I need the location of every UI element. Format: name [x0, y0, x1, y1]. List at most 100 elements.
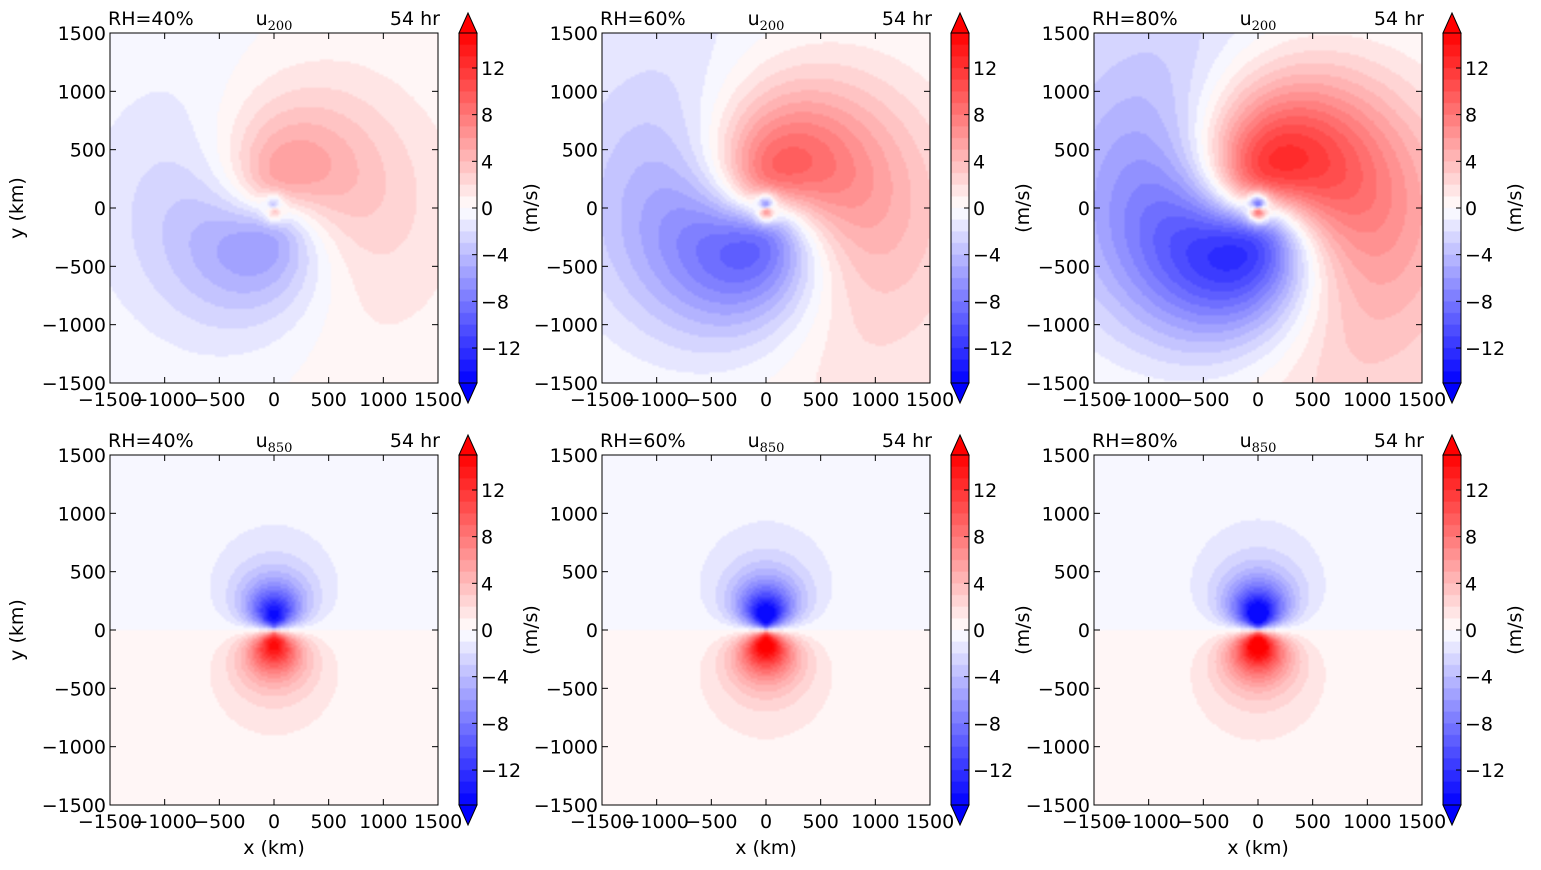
- x-tick-label-bottom-1: 0: [268, 811, 280, 833]
- y-tick-label-top-3: −1500: [1026, 373, 1090, 395]
- colorbar-top-1: [459, 33, 477, 383]
- time-label-top-3: 54 hr: [1374, 8, 1424, 30]
- y-tick-label-top-2: 0: [586, 198, 598, 220]
- y-tick-label-bottom-3: −500: [1038, 678, 1090, 700]
- colorbar-extend-max-bottom-3: [1442, 433, 1462, 456]
- colorbar-label-bottom-2: (m/s): [1012, 605, 1034, 655]
- y-tick-label-top-1: −1500: [42, 373, 106, 395]
- x-tick-label-top-1: 0: [268, 389, 280, 411]
- colorbar-tick-label-top-1: −12: [481, 338, 521, 360]
- y-tick-label-bottom-2: −500: [546, 678, 598, 700]
- colorbar-tick-label-top-2: −12: [973, 338, 1013, 360]
- x-tick-label-top-3: 1000: [1343, 389, 1391, 411]
- contour-field-bottom-1: [110, 455, 438, 805]
- colorbar-extend-max-top-1: [458, 11, 478, 34]
- x-tick-label-top-1: −1000: [133, 389, 197, 411]
- colorbar-extend-max-top-2: [950, 11, 970, 34]
- colorbar-tick-label-top-3: 0: [1465, 198, 1477, 220]
- x-tick-label-bottom-3: 0: [1252, 811, 1264, 833]
- x-tick-label-top-1: −500: [193, 389, 245, 411]
- x-tick-label-bottom-1: −1500: [78, 811, 142, 833]
- colorbar-bottom-1: [459, 455, 477, 805]
- x-tick-label-bottom-2: −1500: [570, 811, 634, 833]
- x-tick-label-top-3: −500: [1177, 389, 1229, 411]
- colorbar-tick-label-bottom-1: −12: [481, 760, 521, 782]
- x-tick-label-top-2: 0: [760, 389, 772, 411]
- y-tick-label-top-1: −1000: [42, 315, 106, 337]
- rh-label-top-1: RH=40%: [108, 8, 194, 30]
- x-tick-label-bottom-2: 1000: [851, 811, 899, 833]
- y-tick-label-bottom-1: −500: [54, 678, 106, 700]
- y-tick-label-bottom-3: −1500: [1026, 795, 1090, 817]
- time-label-bottom-3: 54 hr: [1374, 430, 1424, 452]
- x-tick-label-top-1: −1500: [78, 389, 142, 411]
- x-tick-label-top-3: −1000: [1117, 389, 1181, 411]
- y-tick-label-top-2: −1500: [534, 373, 598, 395]
- y-tick-label-bottom-3: 500: [1054, 562, 1090, 584]
- y-tick-label-bottom-1: 1000: [58, 503, 106, 525]
- time-label-bottom-2: 54 hr: [882, 430, 932, 452]
- x-tick-label-bottom-1: 1500: [414, 811, 462, 833]
- rh-label-top-2: RH=60%: [600, 8, 686, 30]
- colorbar-tick-label-top-3: −4: [1465, 245, 1493, 267]
- colorbar-tick-label-top-1: 8: [481, 105, 493, 127]
- y-tick-label-bottom-1: −1000: [42, 737, 106, 759]
- colorbar-top-2: [951, 33, 969, 383]
- x-tick-label-top-1: 1000: [359, 389, 407, 411]
- x-tick-label-bottom-1: 500: [311, 811, 347, 833]
- contour-field-top-3: [1094, 33, 1422, 383]
- colorbar-tick-label-bottom-3: 0: [1465, 620, 1477, 642]
- contour-field-top-2: [602, 33, 930, 383]
- x-tick-label-bottom-3: 1500: [1398, 811, 1446, 833]
- y-tick-label-top-1: −500: [54, 256, 106, 278]
- colorbar-tick-label-top-3: −8: [1465, 291, 1493, 313]
- x-tick-label-top-2: −1500: [570, 389, 634, 411]
- y-tick-label-bottom-3: 1000: [1042, 503, 1090, 525]
- x-tick-label-bottom-2: −500: [685, 811, 737, 833]
- colorbar-tick-label-bottom-3: 12: [1465, 480, 1489, 502]
- y-tick-label-bottom-1: 0: [94, 620, 106, 642]
- y-tick-label-bottom-1: −1500: [42, 795, 106, 817]
- colorbar-label-bottom-1: (m/s): [520, 605, 542, 655]
- colorbar-tick-label-bottom-2: −8: [973, 713, 1001, 735]
- time-label-top-1: 54 hr: [390, 8, 440, 30]
- contour-field-bottom-2: [602, 455, 930, 805]
- x-tick-label-top-1: 1500: [414, 389, 462, 411]
- y-tick-label-top-3: 1500: [1042, 23, 1090, 45]
- y-tick-label-bottom-2: 500: [562, 562, 598, 584]
- x-tick-label-bottom-2: 1500: [906, 811, 954, 833]
- colorbar-tick-label-bottom-2: −4: [973, 667, 1001, 689]
- y-tick-label-bottom-2: 0: [586, 620, 598, 642]
- variable-label-bottom-2: u850: [748, 430, 785, 456]
- colorbar-tick-label-bottom-1: 8: [481, 527, 493, 549]
- x-tick-label-top-2: 1000: [851, 389, 899, 411]
- x-tick-label-bottom-3: −1500: [1062, 811, 1126, 833]
- x-tick-label-top-2: −500: [685, 389, 737, 411]
- colorbar-tick-label-bottom-1: 4: [481, 573, 493, 595]
- y-tick-label-bottom-2: 1000: [550, 503, 598, 525]
- colorbar-tick-label-bottom-2: −12: [973, 760, 1013, 782]
- colorbar-label-bottom-3: (m/s): [1504, 605, 1526, 655]
- x-tick-label-bottom-2: 0: [760, 811, 772, 833]
- time-label-top-2: 54 hr: [882, 8, 932, 30]
- colorbar-tick-label-bottom-2: 8: [973, 527, 985, 549]
- colorbar-bottom-3: [1443, 455, 1461, 805]
- colorbar-tick-label-bottom-1: −8: [481, 713, 509, 735]
- y-tick-label-top-3: −1000: [1026, 315, 1090, 337]
- colorbar-tick-label-bottom-3: 4: [1465, 573, 1477, 595]
- colorbar-tick-label-top-3: 12: [1465, 58, 1489, 80]
- x-tick-label-bottom-3: −1000: [1117, 811, 1181, 833]
- y-tick-label-top-1: 500: [70, 140, 106, 162]
- rh-label-bottom-3: RH=80%: [1092, 430, 1178, 452]
- x-tick-label-top-2: 1500: [906, 389, 954, 411]
- colorbar-tick-label-bottom-2: 0: [973, 620, 985, 642]
- colorbar-tick-label-bottom-3: −4: [1465, 667, 1493, 689]
- colorbar-tick-label-top-2: 12: [973, 58, 997, 80]
- x-tick-label-bottom-1: −1000: [133, 811, 197, 833]
- x-tick-label-bottom-3: −500: [1177, 811, 1229, 833]
- colorbar-tick-label-top-2: 4: [973, 151, 985, 173]
- y-tick-label-top-1: 0: [94, 198, 106, 220]
- y-tick-label-top-3: 1000: [1042, 81, 1090, 103]
- colorbar-tick-label-bottom-3: −12: [1465, 760, 1505, 782]
- y-tick-label-top-1: 1000: [58, 81, 106, 103]
